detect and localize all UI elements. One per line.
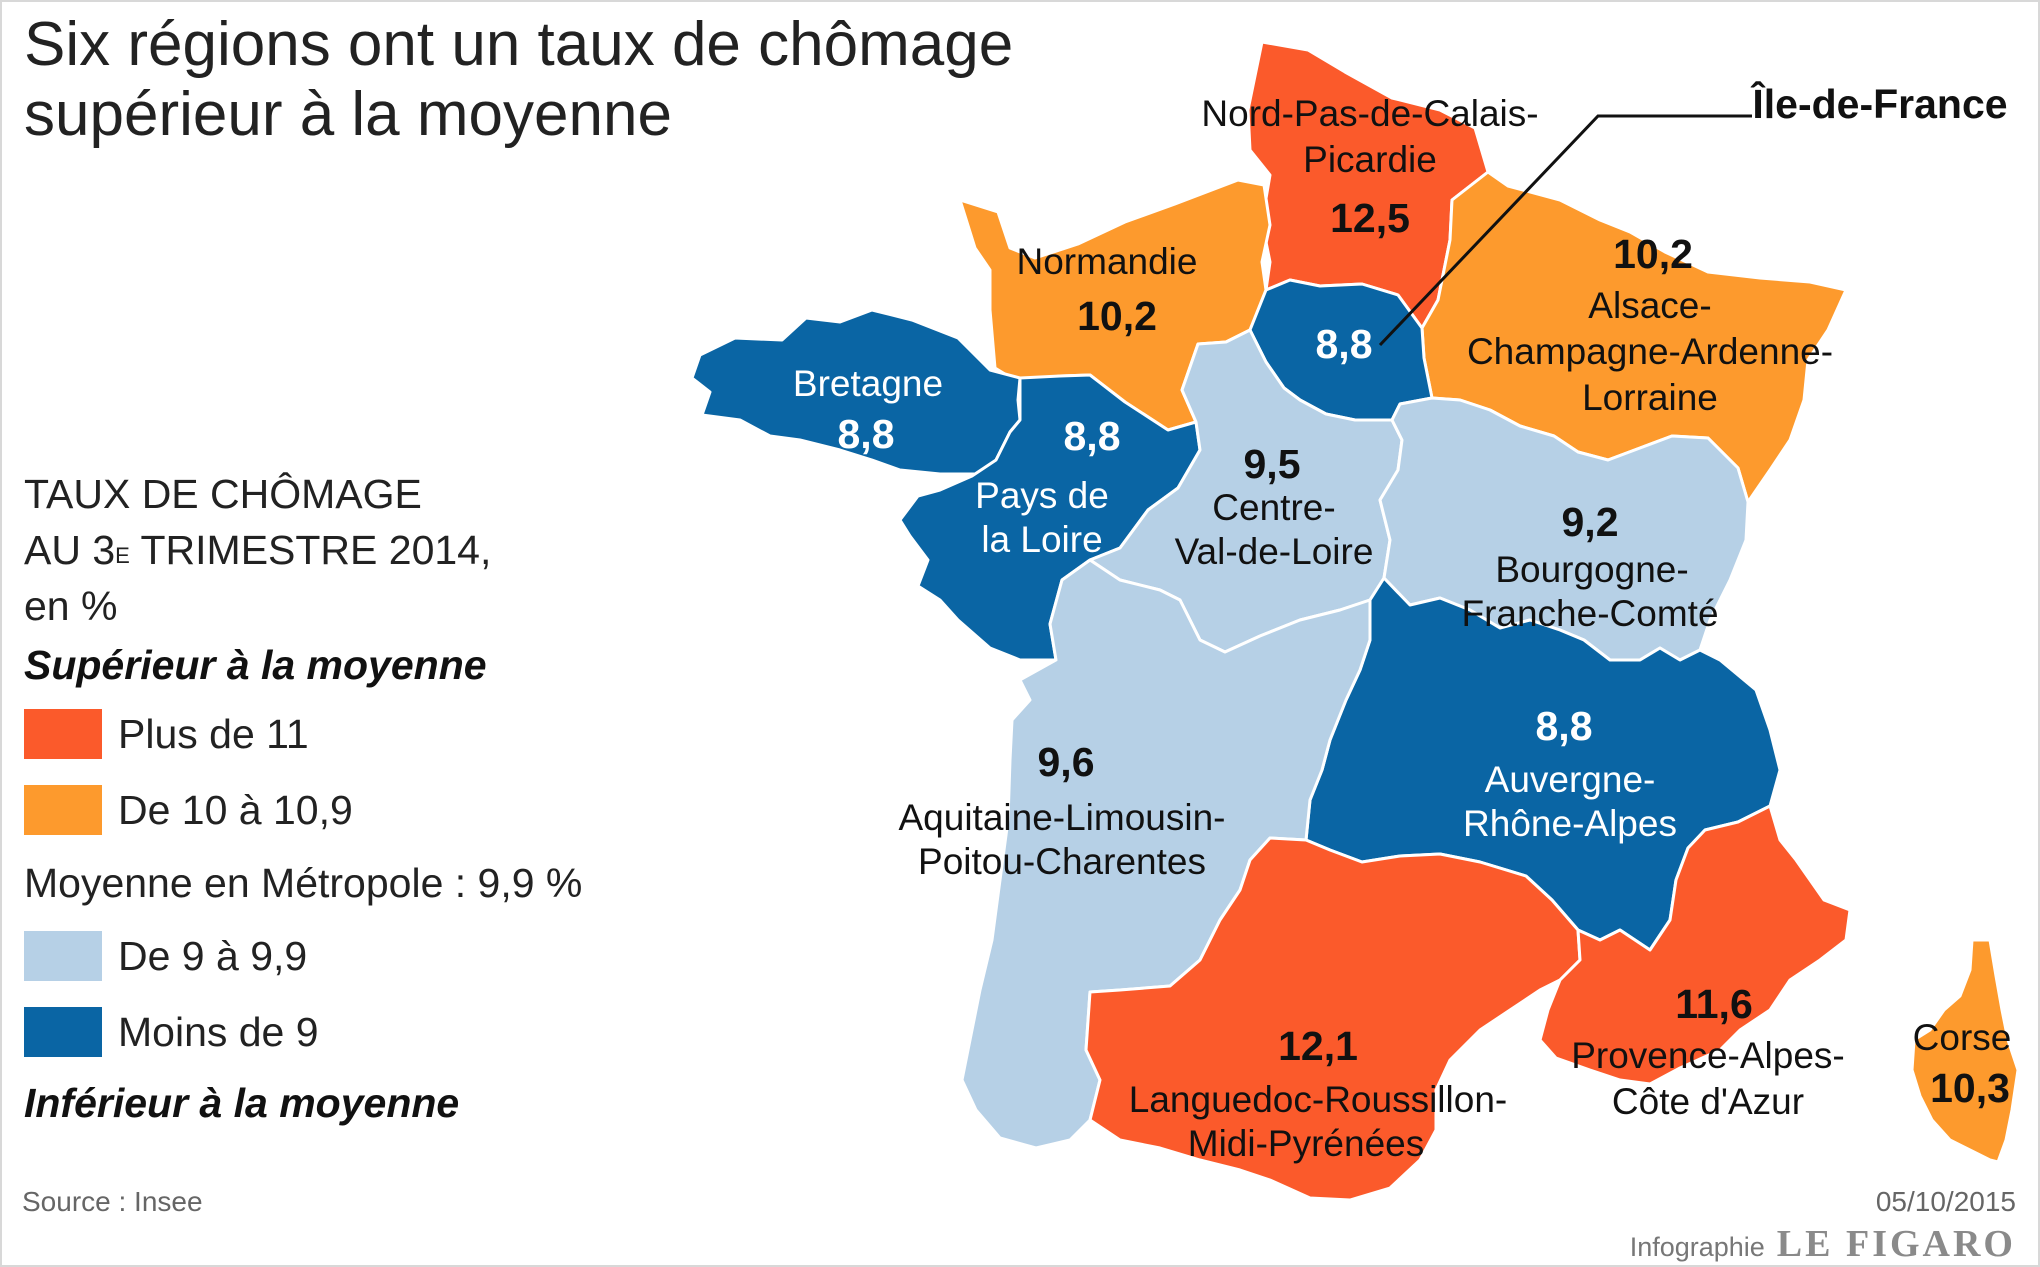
region-value-normandie: 10,2 xyxy=(1077,293,1157,339)
region-name-alsace-1: Alsace- xyxy=(1588,285,1711,326)
region-name-auvergne-1: Auvergne- xyxy=(1485,759,1656,800)
region-name-paca-2: Côte d'Azur xyxy=(1612,1081,1804,1122)
legend-item-9-9-9: De 9 à 9,9 xyxy=(24,930,307,982)
publication-date: 05/10/2015 xyxy=(1875,1186,2016,1217)
region-name-auvergne-2: Rhône-Alpes xyxy=(1463,803,1677,844)
legend-average: Moyenne en Métropole : 9,9 % xyxy=(24,860,583,906)
legend-swatch-orange xyxy=(24,785,102,835)
legend-heading-line-3: en % xyxy=(24,583,118,629)
legend-heading: TAUX DE CHÔMAGE AU 3E TRIMESTRE 2014, en… xyxy=(24,466,491,634)
source-note: Source : Insee xyxy=(22,1186,203,1217)
title-line-1: Six régions ont un taux de chômage xyxy=(24,10,1014,79)
region-value-paca: 11,6 xyxy=(1675,981,1753,1027)
region-value-bourgogne: 9,2 xyxy=(1562,499,1619,545)
region-value-languedoc: 12,1 xyxy=(1278,1023,1358,1069)
region-shape-pdl xyxy=(898,373,1202,662)
region-value-alsace: 10,2 xyxy=(1613,231,1693,277)
legend-below-label: Inférieur à la moyenne xyxy=(24,1080,460,1126)
legend-item-label: Plus de 11 xyxy=(118,710,309,757)
legend-item-10-10-9: De 10 à 10,9 xyxy=(24,784,353,836)
region-value-corse: 10,3 xyxy=(1930,1065,2010,1111)
legend-item-label: Moins de 9 xyxy=(118,1008,319,1055)
region-name-nord-1: Nord-Pas-de-Calais- xyxy=(1201,93,1538,134)
legend-item-moins-9: Moins de 9 xyxy=(24,1006,319,1058)
legend-heading-line-1: TAUX DE CHÔMAGE xyxy=(24,471,422,517)
region-shape-languedoc xyxy=(1084,836,1582,1202)
region-name-alsace-3: Lorraine xyxy=(1582,377,1718,418)
region-shape-corse xyxy=(1910,938,2020,1164)
map-title: Six régions ont un taux de chômage supér… xyxy=(24,10,1013,150)
credit-prefix: Infographie xyxy=(1629,1232,1765,1262)
region-value-aquitaine: 9,6 xyxy=(1038,739,1095,785)
region-name-pdl-1: Pays de xyxy=(975,475,1109,516)
region-value-pdl: 8,8 xyxy=(1064,413,1121,459)
region-shape-paca xyxy=(1538,804,1852,1086)
legend-item-label: De 10 à 10,9 xyxy=(118,786,353,833)
region-value-bretagne: 8,8 xyxy=(838,411,895,457)
region-name-paca-1: Provence-Alpes- xyxy=(1571,1035,1845,1076)
legend-heading-superscript: E xyxy=(115,543,130,568)
region-value-nord: 12,5 xyxy=(1330,195,1410,241)
region-name-nord-2: Picardie xyxy=(1303,139,1437,180)
legend-swatch-light-blue xyxy=(24,931,102,981)
region-name-corse: Corse xyxy=(1913,1017,2012,1058)
legend-swatch-dark-blue xyxy=(24,1007,102,1057)
region-name-idf: Île-de-France xyxy=(1750,81,2007,127)
legend-swatch-red xyxy=(24,709,102,759)
region-value-auvergne: 8,8 xyxy=(1536,703,1593,749)
region-name-languedoc-2: Midi-Pyrénées xyxy=(1188,1123,1424,1164)
region-name-bourgogne-2: Franche-Comté xyxy=(1461,593,1718,634)
legend-item-plus-11: Plus de 11 xyxy=(24,708,309,760)
region-name-languedoc-1: Languedoc-Roussillon- xyxy=(1129,1079,1507,1120)
region-name-bourgogne-1: Bourgogne- xyxy=(1495,549,1688,590)
le-figaro-logo: LE FIGARO xyxy=(1776,1223,2016,1265)
legend-above-label: Supérieur à la moyenne xyxy=(24,642,487,688)
region-name-normandie: Normandie xyxy=(1017,241,1198,282)
region-name-centre-2: Val-de-Loire xyxy=(1175,531,1374,572)
region-name-bretagne: Bretagne xyxy=(793,363,943,404)
title-line-2: supérieur à la moyenne xyxy=(24,80,672,149)
region-value-idf: 8,8 xyxy=(1316,321,1373,367)
region-name-alsace-2: Champagne-Ardenne- xyxy=(1467,331,1833,372)
region-value-centre: 9,5 xyxy=(1244,441,1301,487)
legend-item-label: De 9 à 9,9 xyxy=(118,932,308,979)
legend-heading-pre: AU 3 xyxy=(24,527,116,573)
idf-callout-line xyxy=(1378,114,1752,347)
legend-heading-post: TRIMESTRE 2014, xyxy=(129,527,492,573)
region-name-pdl-2: la Loire xyxy=(981,519,1102,560)
credit: Infographie LE FIGARO xyxy=(1630,1222,2016,1266)
legend-heading-line-2: AU 3E TRIMESTRE 2014, xyxy=(24,522,491,578)
region-name-centre-1: Centre- xyxy=(1212,487,1335,528)
region-name-aquitaine-2: Poitou-Charentes xyxy=(918,841,1206,882)
region-name-aquitaine-1: Aquitaine-Limousin- xyxy=(898,797,1225,838)
